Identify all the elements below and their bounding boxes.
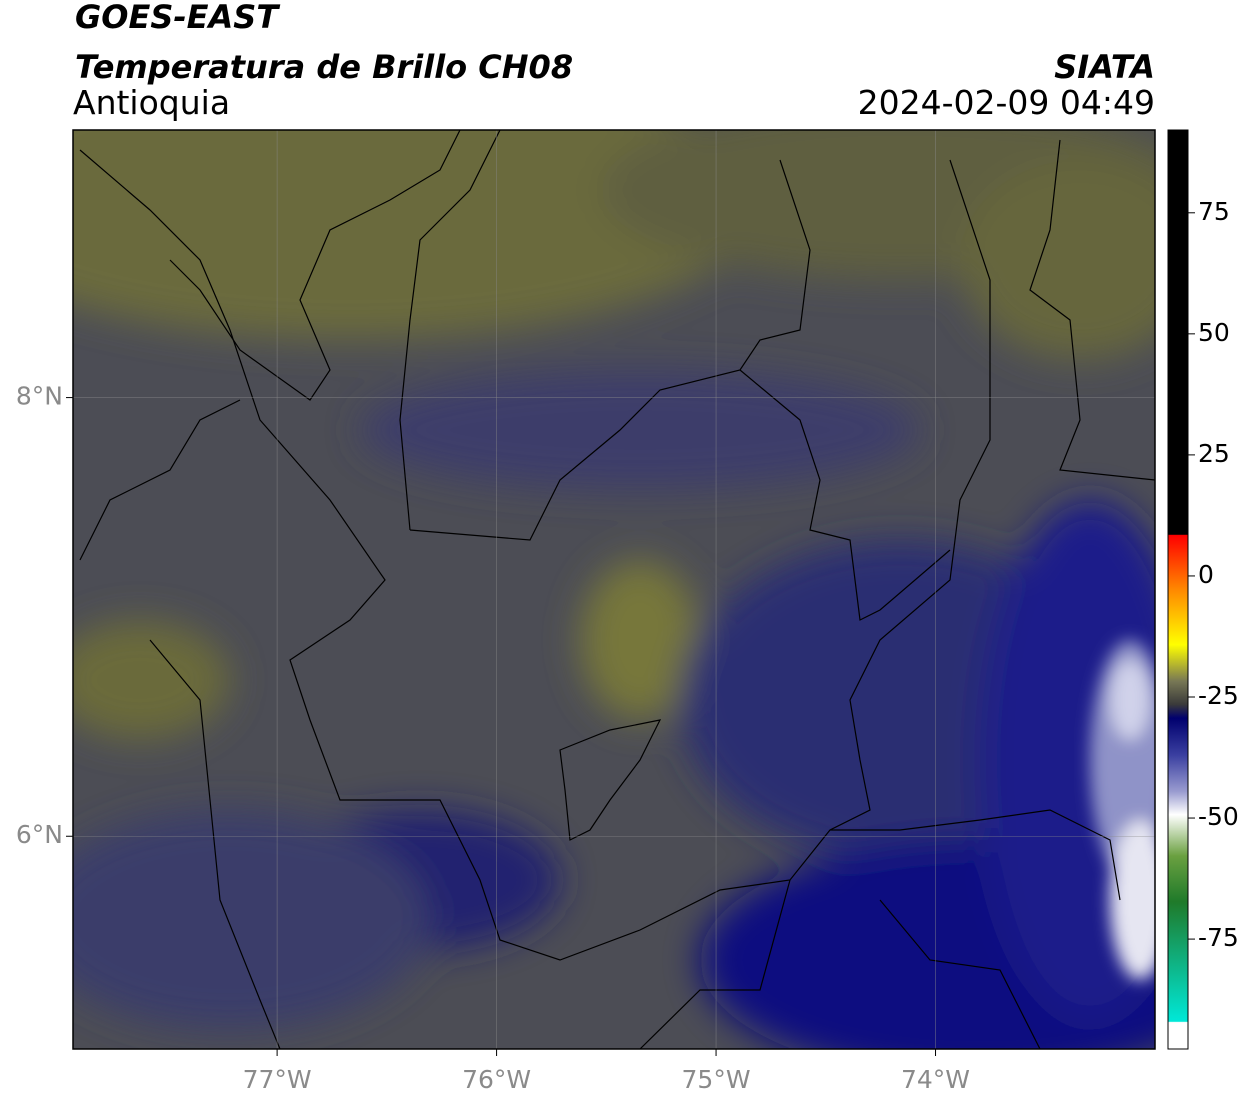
department-border: [1029, 139, 1155, 481]
colorbar: [1167, 129, 1189, 1050]
department-border: [409, 159, 811, 541]
x-tick-label: 77°W: [243, 1065, 312, 1094]
map-frame: [72, 129, 1156, 1050]
colorbar-tick-label: 25: [1198, 439, 1230, 468]
source-label: SIATA: [1054, 48, 1155, 86]
y-tick-label: 6°N: [16, 820, 63, 849]
department-border: [79, 149, 991, 961]
department-border: [399, 130, 501, 531]
department-border: [559, 719, 662, 841]
department-border: [739, 369, 951, 621]
department-border: [79, 399, 241, 561]
x-tick-label: 75°W: [682, 1065, 751, 1094]
department-border: [879, 899, 1041, 1049]
colorbar-tick-label: -25: [1198, 681, 1239, 710]
satellite-title: GOES-EAST: [75, 0, 280, 36]
x-tick-label: 74°W: [901, 1065, 970, 1094]
y-tick-label: 8°N: [16, 382, 63, 411]
colorbar-tick-label: 0: [1198, 560, 1214, 589]
satellite-image: [73, 130, 1155, 1049]
datetime-label: 2024-02-09 04:49: [858, 83, 1155, 122]
colorbar-tick-label: 75: [1198, 197, 1230, 226]
colorbar-tick-label: 50: [1198, 318, 1230, 347]
coastline: [169, 130, 461, 401]
department-border: [830, 809, 1121, 901]
region-label: Antioquia: [73, 83, 230, 122]
x-tick-label: 76°W: [462, 1065, 531, 1094]
colorbar-tick-label: -50: [1198, 802, 1239, 831]
product-title: Temperatura de Brillo CH08: [75, 48, 573, 86]
department-border: [149, 639, 281, 1049]
graticule: [73, 130, 1155, 1049]
department-border: [639, 879, 791, 1049]
colorbar-tick-label: -75: [1198, 923, 1239, 952]
